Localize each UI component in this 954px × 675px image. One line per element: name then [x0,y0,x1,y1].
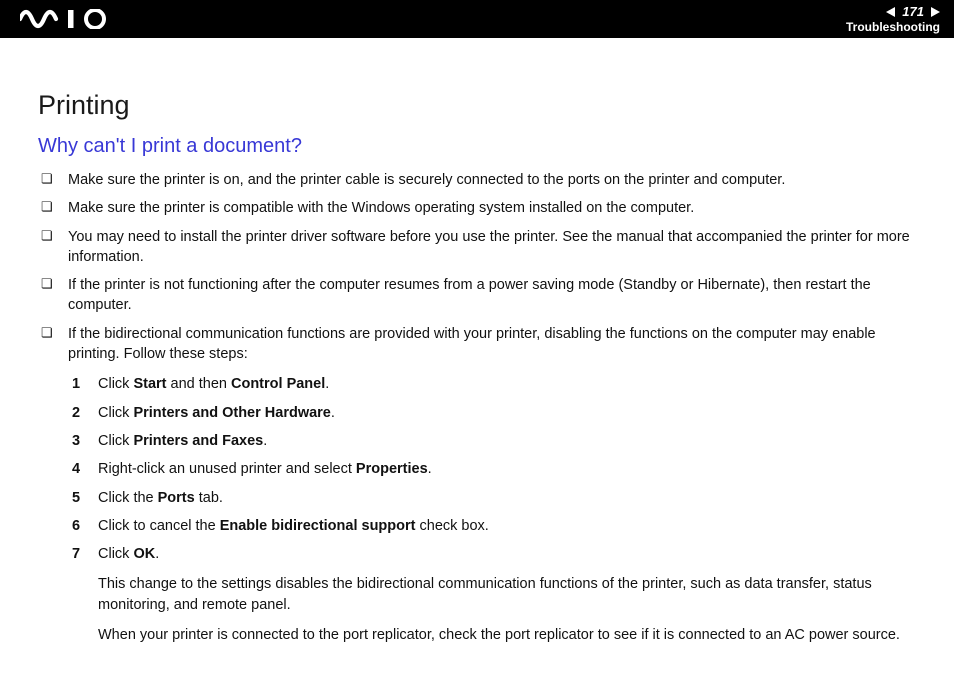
step-number: 1 [72,374,80,394]
step-text-pre: Click to cancel the [98,518,220,534]
step-text-post: . [428,461,432,477]
step-item: 1 Click Start and then Control Panel. [68,374,924,394]
step-item: 5 Click the Ports tab. [68,488,924,508]
step-text-pre: Click the [98,490,158,506]
vaio-logo [20,0,115,38]
bullet-item: You may need to install the printer driv… [38,227,924,268]
subheading: Why can't I print a document? [38,135,924,158]
page-content: Printing Why can't I print a document? M… [0,38,954,675]
bullet-text: If the bidirectional communication funct… [68,326,876,362]
step-text-pre: Right-click an unused printer and select [98,461,356,477]
step-bold: Properties [356,461,428,477]
step-bold: Printers and Faxes [133,433,263,449]
step-text-post: . [325,376,329,392]
step-text-post: tab. [195,490,223,506]
step-number: 5 [72,488,80,508]
step-bold: Start [133,376,166,392]
vaio-logo-svg [20,9,115,29]
step-item: 3 Click Printers and Faxes. [68,431,924,451]
step-number: 6 [72,516,80,536]
step-text-post: . [155,546,159,562]
step-text-pre: Click [98,433,133,449]
step-bold: Ports [158,490,195,506]
step-bold: OK [133,546,155,562]
page-number: 171 [899,4,927,19]
step-text-pre: Click [98,376,133,392]
header-bar: 171 Troubleshooting [0,0,954,38]
prev-page-icon[interactable] [886,7,895,17]
step-item: 2 Click Printers and Other Hardware. [68,403,924,423]
step-text-post: check box. [415,518,488,534]
step-text-mid: and then [167,376,232,392]
bullet-item: If the printer is not functioning after … [38,275,924,316]
step-number: 3 [72,431,80,451]
next-page-icon[interactable] [931,7,940,17]
after-steps-text: This change to the settings disables the… [68,574,924,615]
section-label: Troubleshooting [846,20,940,34]
page-title: Printing [38,90,924,121]
step-number: 7 [72,544,80,564]
step-text-pre: Click [98,405,133,421]
step-item: 7 Click OK. [68,544,924,564]
bullet-item: If the bidirectional communication funct… [38,324,924,646]
step-bold: Control Panel [231,376,325,392]
bullet-list: Make sure the printer is on, and the pri… [38,170,924,645]
step-number: 2 [72,403,80,423]
page-nav: 171 [886,4,940,19]
bullet-item: Make sure the printer is on, and the pri… [38,170,924,190]
step-item: 4 Right-click an unused printer and selec… [68,459,924,479]
step-text-pre: Click [98,546,133,562]
steps-list: 1 Click Start and then Control Panel. 2 Cl… [68,374,924,564]
step-item: 6 Click to cancel the Enable bidirectiona… [68,516,924,536]
after-steps-text: When your printer is connected to the po… [68,625,924,645]
step-bold: Printers and Other Hardware [133,405,330,421]
step-number: 4 [72,459,80,479]
bullet-item: Make sure the printer is compatible with… [38,198,924,218]
header-right: 171 Troubleshooting [846,4,940,34]
step-bold: Enable bidirectional support [220,518,416,534]
step-text-post: . [263,433,267,449]
step-text-post: . [331,405,335,421]
